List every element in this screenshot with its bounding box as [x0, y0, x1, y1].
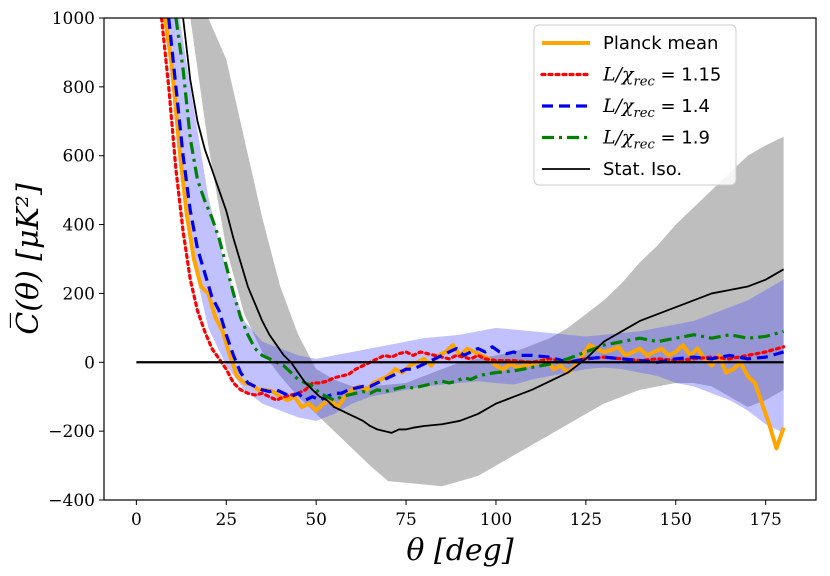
x-tick-label-4: 100 — [480, 510, 512, 530]
series-line-4 — [182, 18, 785, 434]
x-axis-label: θ [deg] — [406, 533, 513, 568]
legend: Planck mean L/χrec = 1.15 L/χrec = 1.4 L/χr… — [533, 24, 737, 186]
series-line-2 — [167, 18, 785, 402]
y-tick-label-6: 800 — [63, 78, 95, 98]
ticks-layer: 0 25 50 75 100 125 150 175 −400 −200 0 200 400 600 800… — [48, 9, 782, 530]
legend-box — [533, 24, 737, 186]
x-tick-label-1: 25 — [215, 510, 237, 530]
legend-label-0: Planck mean — [603, 33, 718, 54]
y-axis-label: C̅(θ) [μK²] — [10, 183, 46, 335]
y-tick-label-5: 600 — [63, 147, 95, 167]
x-tick-label-6: 150 — [660, 510, 692, 530]
legend-entry-4: Stat. Iso. — [603, 159, 682, 180]
x-tick-label-2: 50 — [305, 510, 327, 530]
legend-entry-3: L/χrec = 1.9 — [602, 127, 710, 153]
legend-label-4: Stat. Iso. — [603, 159, 682, 180]
y-tick-label-0: −400 — [48, 491, 95, 511]
x-tick-label-3: 75 — [395, 510, 417, 530]
band-0 — [172, 18, 784, 487]
x-tick-label-0: 0 — [131, 510, 142, 530]
legend-entry-2: L/χrec = 1.4 — [602, 95, 710, 121]
legend-math-3: L/χrec = 1.9 — [602, 127, 710, 153]
y-tick-label-2: 0 — [84, 353, 95, 373]
legend-entry-1: L/χrec = 1.15 — [602, 64, 721, 90]
y-tick-label-4: 400 — [63, 216, 95, 236]
legend-math-2: L/χrec = 1.4 — [602, 95, 710, 121]
series-line-3 — [174, 18, 785, 402]
y-tick-label-3: 200 — [63, 284, 95, 304]
y-tick-label-7: 1000 — [52, 9, 95, 29]
plot-frame — [103, 17, 817, 501]
legend-entry-0: Planck mean — [603, 33, 718, 54]
legend-math-1: L/χrec = 1.15 — [602, 64, 721, 90]
x-tick-label-5: 125 — [570, 510, 602, 530]
x-tick-label-7: 175 — [749, 510, 781, 530]
lines-layer — [136, 18, 786, 451]
y-tick-label-1: −200 — [48, 422, 95, 442]
